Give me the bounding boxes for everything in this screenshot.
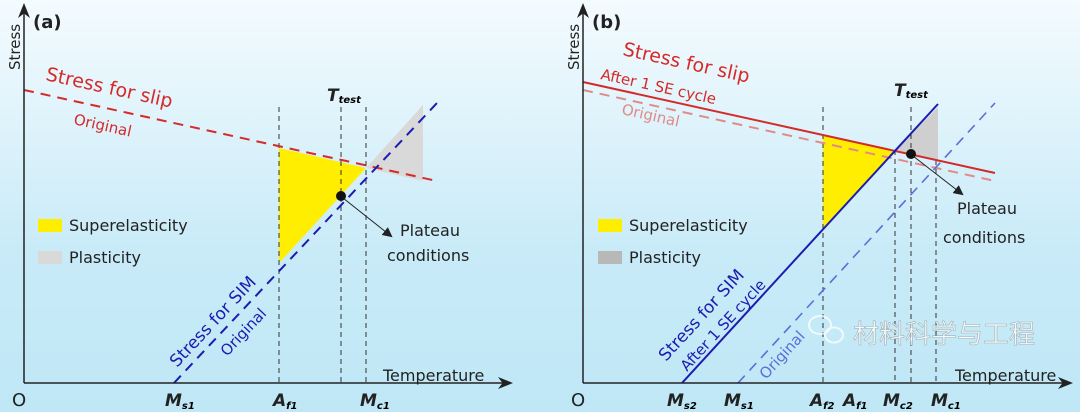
legend-plasticity-swatch xyxy=(38,251,62,264)
panel-a: (a) Stress Temperature O Stress for slip… xyxy=(6,3,513,412)
t-test-label: Ttest xyxy=(327,86,362,106)
origin-label: O xyxy=(12,390,26,411)
plateau-label: Plateau conditions xyxy=(387,221,469,265)
panel-label: (a) xyxy=(33,12,62,33)
y-axis-label: Stress xyxy=(565,24,583,70)
legend-plasticity: Plasticity xyxy=(629,248,701,267)
x-axis-label: Temperature xyxy=(382,366,484,385)
sim-original-line xyxy=(173,102,438,384)
panel-label: (b) xyxy=(592,12,621,33)
slip-after-cycle-line xyxy=(582,81,996,174)
legend-superelasticity-swatch xyxy=(598,219,622,232)
plateau-arrow xyxy=(912,155,964,196)
panel-b: (b) Stress Temperature O Stress for slip… xyxy=(565,3,1073,412)
superelasticity-region xyxy=(823,135,894,228)
wechat-icon xyxy=(808,315,844,344)
t-test-label: Ttest xyxy=(894,81,929,101)
sim-original-line xyxy=(737,102,996,384)
legend-superelasticity-swatch xyxy=(38,219,62,232)
slip-original-line xyxy=(23,89,438,182)
origin-label: O xyxy=(571,390,585,411)
y-axis-label: Stress xyxy=(6,24,24,70)
plateau-label: Plateau conditions xyxy=(943,199,1025,247)
tick-ms2: Ms2 xyxy=(667,391,697,412)
watermark-text: 材料科学与工程 xyxy=(853,320,1035,350)
plateau-arrow xyxy=(342,197,393,238)
tick-ms1: Ms1 xyxy=(165,391,195,412)
slip-label: Stress for slip xyxy=(44,63,175,112)
superelasticity-region xyxy=(279,148,366,263)
slip-original-label: Original xyxy=(72,110,133,140)
watermark: 材料科学与工程 xyxy=(808,315,1035,350)
tick-mc1: Mc1 xyxy=(931,391,961,412)
tick-af1: Af1 xyxy=(271,391,297,412)
tick-mc2: Mc2 xyxy=(883,391,913,412)
tick-ms1: Ms1 xyxy=(724,391,754,412)
plasticity-region xyxy=(894,107,938,160)
legend-superelasticity: Superelasticity xyxy=(629,216,748,235)
reference-lines xyxy=(278,107,367,383)
x-axis-label: Temperature xyxy=(954,366,1056,385)
legend-plasticity: Plasticity xyxy=(69,248,141,267)
tick-af2: Af2 xyxy=(808,391,835,412)
sim-after-cycle-line xyxy=(681,103,939,384)
tick-mc1: Mc1 xyxy=(360,391,390,412)
tick-af1: Af1 xyxy=(841,391,867,412)
slip-original-line xyxy=(582,89,996,182)
legend-plasticity-swatch xyxy=(598,251,622,264)
plasticity-region xyxy=(366,105,423,181)
legend-superelasticity: Superelasticity xyxy=(69,216,188,235)
